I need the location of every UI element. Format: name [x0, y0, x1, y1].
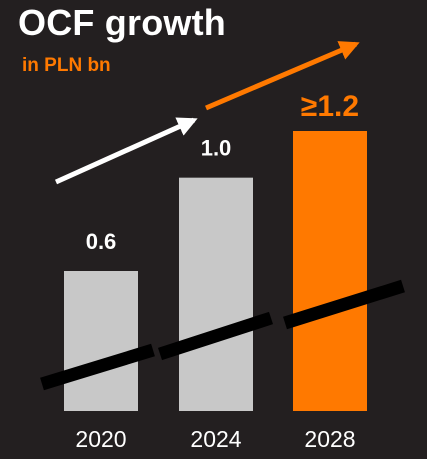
value-label-2020: 0.6: [86, 229, 117, 254]
value-labels-group: 0.6 1.0 ≥1.2: [86, 90, 359, 254]
value-label-2024: 1.0: [201, 136, 232, 161]
bar-2020: [64, 271, 138, 411]
growth-arrow-white: [54, 117, 198, 185]
growth-arrow-orange: [205, 41, 360, 111]
tick-labels-group: 2020 2024 2028: [75, 426, 355, 452]
trend-segment-3: [283, 279, 405, 330]
bar-2028: [293, 131, 367, 411]
chart-title: OCF growth: [18, 2, 226, 43]
bar-2024: [179, 177, 253, 411]
tick-label-2020: 2020: [75, 426, 126, 452]
tick-label-2028: 2028: [304, 426, 355, 452]
trend-segment-1: [40, 343, 155, 391]
bars-group: [64, 131, 367, 411]
trend-line: [40, 279, 405, 391]
trend-segment-2: [157, 311, 274, 361]
value-label-2028: ≥1.2: [301, 90, 359, 123]
chart-subtitle: in PLN bn: [22, 55, 111, 76]
tick-label-2024: 2024: [190, 426, 241, 452]
